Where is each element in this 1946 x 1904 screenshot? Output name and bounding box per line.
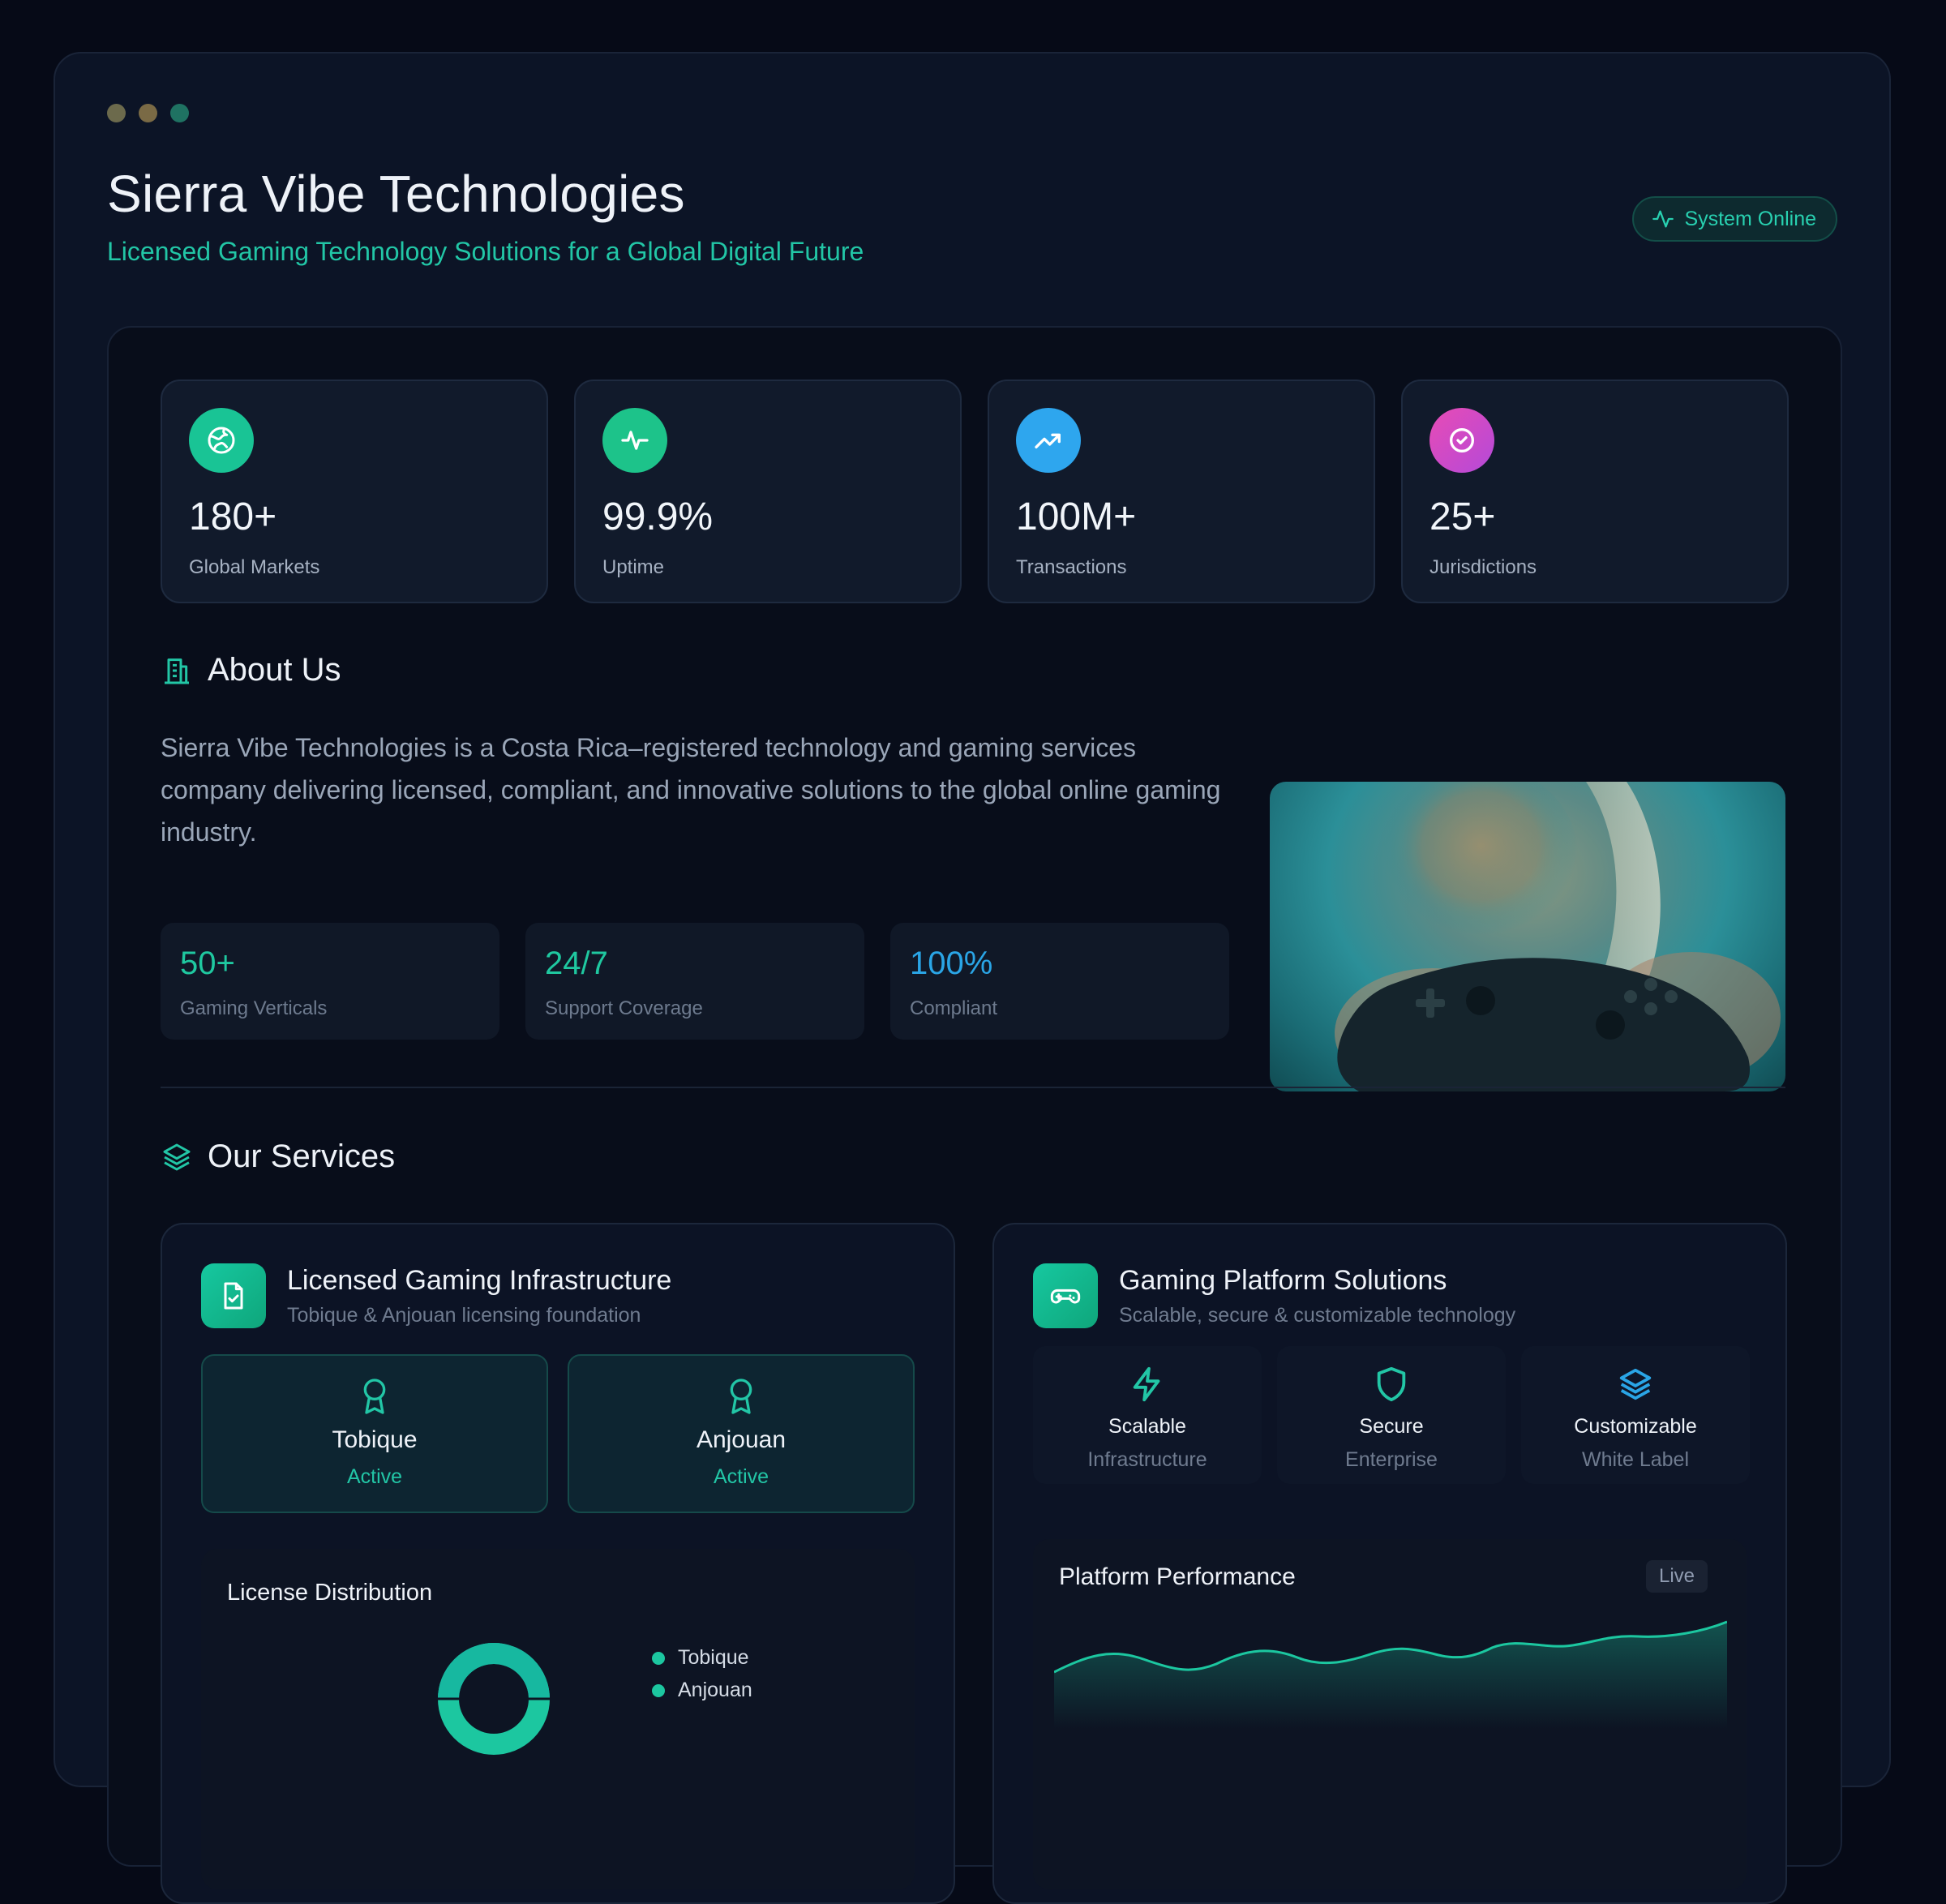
section-divider xyxy=(161,1087,1785,1088)
about-description: Sierra Vibe Technologies is a Costa Rica… xyxy=(161,733,1221,847)
feature-name: Customizable xyxy=(1574,1415,1697,1438)
building-icon xyxy=(165,658,189,684)
window-controls xyxy=(107,104,189,122)
service-card-platform-solutions: Gaming Platform Solutions Scalable, secu… xyxy=(992,1223,1787,1904)
system-status-badge[interactable]: System Online xyxy=(1632,196,1837,242)
services-heading-label: Our Services xyxy=(208,1139,396,1174)
stat-value: 99.9% xyxy=(602,495,714,538)
stat-label: Global Markets xyxy=(189,556,320,578)
service-title: Licensed Gaming Infrastructure xyxy=(287,1265,672,1296)
legend-item-anjouan: Anjouan xyxy=(652,1679,752,1702)
legend-item-tobique: Tobique xyxy=(652,1646,749,1670)
layers-icon xyxy=(163,1143,191,1170)
stat-card-global-markets: 180+ Global Markets xyxy=(161,380,548,603)
about-heading-label: About Us xyxy=(208,652,341,688)
page-title: Sierra Vibe Technologies xyxy=(107,165,685,223)
award-icon xyxy=(363,1379,386,1414)
app-window: Sierra Vibe Technologies Licensed Gaming… xyxy=(54,52,1891,1904)
license-status: Active xyxy=(346,1465,403,1488)
platform-performance-title: Platform Performance xyxy=(1059,1563,1296,1590)
license-name: Tobique xyxy=(332,1426,418,1453)
license-card-tobique[interactable]: Tobique Active xyxy=(201,1354,548,1513)
metric-compliant: 100% Compliant xyxy=(890,923,1229,1040)
metric-label: Compliant xyxy=(910,997,998,1019)
stat-value: 25+ xyxy=(1429,495,1496,538)
gamepad-icon xyxy=(1033,1263,1098,1328)
feature-sub: Enterprise xyxy=(1345,1448,1438,1471)
file-check-icon xyxy=(201,1263,266,1328)
stat-card-uptime: 99.9% Uptime xyxy=(574,380,962,603)
stats-row: 180+ Global Markets 99.9% Uptime 100M+ T… xyxy=(161,380,1789,603)
service-card-licensed-infrastructure: Licensed Gaming Infrastructure Tobique &… xyxy=(161,1223,955,1904)
legend-label: Anjouan xyxy=(678,1679,752,1701)
services-heading: Our Services xyxy=(161,1139,395,1175)
feature-secure[interactable]: Secure Enterprise xyxy=(1277,1346,1506,1484)
gamer-photo xyxy=(1270,782,1785,1091)
zap-icon xyxy=(1133,1366,1160,1402)
metric-support-coverage: 24/7 Support Coverage xyxy=(525,923,864,1040)
legend-swatch xyxy=(652,1651,665,1665)
check-circle-icon xyxy=(1429,408,1494,473)
service-subtitle: Tobique & Anjouan licensing foundation xyxy=(287,1304,641,1327)
award-icon xyxy=(730,1379,752,1414)
metric-label: Support Coverage xyxy=(545,997,703,1019)
feature-scalable[interactable]: Scalable Infrastructure xyxy=(1033,1346,1262,1484)
platform-performance-card: Platform Performance Live xyxy=(1033,1539,1747,1889)
performance-sparkline xyxy=(1054,1620,1727,1729)
license-card-anjouan[interactable]: Anjouan Active xyxy=(568,1354,915,1513)
activity-icon xyxy=(602,408,667,473)
trending-up-icon xyxy=(1016,408,1081,473)
stat-card-jurisdictions: 25+ Jurisdictions xyxy=(1401,380,1789,603)
about-heading: About Us xyxy=(161,652,341,688)
page-subtitle: Licensed Gaming Technology Solutions for… xyxy=(107,237,864,266)
metric-value: 50+ xyxy=(180,946,235,981)
activity-icon xyxy=(1652,210,1674,228)
feature-sub: Infrastructure xyxy=(1087,1448,1207,1471)
live-badge[interactable]: Live xyxy=(1645,1560,1708,1593)
stat-label: Uptime xyxy=(602,556,665,578)
service-title: Gaming Platform Solutions xyxy=(1119,1265,1447,1296)
license-distribution-card: License Distribution Tobique Anjouan xyxy=(201,1549,915,1889)
license-distribution-title: License Distribution xyxy=(227,1580,433,1606)
license-status: Active xyxy=(713,1465,769,1488)
window-dot-2[interactable] xyxy=(139,104,157,122)
layers-icon xyxy=(1619,1368,1652,1400)
service-subtitle: Scalable, secure & customizable technolo… xyxy=(1119,1304,1516,1327)
metric-value: 24/7 xyxy=(545,946,608,981)
gamepad-photo-illustration xyxy=(1335,782,1781,1091)
metric-value: 100% xyxy=(910,946,993,981)
stat-label: Jurisdictions xyxy=(1429,556,1537,578)
window-dot-1[interactable] xyxy=(107,104,126,122)
globe-icon xyxy=(189,408,254,473)
stat-label: Transactions xyxy=(1016,556,1127,578)
stat-card-transactions: 100M+ Transactions xyxy=(988,380,1375,603)
feature-name: Scalable xyxy=(1108,1415,1186,1438)
legend-label: Tobique xyxy=(678,1646,749,1669)
shield-icon xyxy=(1377,1366,1406,1402)
main-panel: 180+ Global Markets 99.9% Uptime 100M+ T… xyxy=(107,326,1842,1904)
feature-sub: White Label xyxy=(1581,1448,1690,1471)
metric-label: Gaming Verticals xyxy=(180,997,328,1019)
window-dot-3[interactable] xyxy=(170,104,189,122)
stat-value: 180+ xyxy=(189,495,277,538)
license-donut-chart xyxy=(438,1643,550,1755)
feature-customizable[interactable]: Customizable White Label xyxy=(1521,1346,1750,1484)
feature-name: Secure xyxy=(1359,1415,1424,1438)
metric-gaming-verticals: 50+ Gaming Verticals xyxy=(161,923,499,1040)
legend-swatch xyxy=(652,1683,665,1697)
system-status-label: System Online xyxy=(1684,207,1816,230)
stat-value: 100M+ xyxy=(1016,495,1137,538)
license-name: Anjouan xyxy=(696,1426,787,1453)
